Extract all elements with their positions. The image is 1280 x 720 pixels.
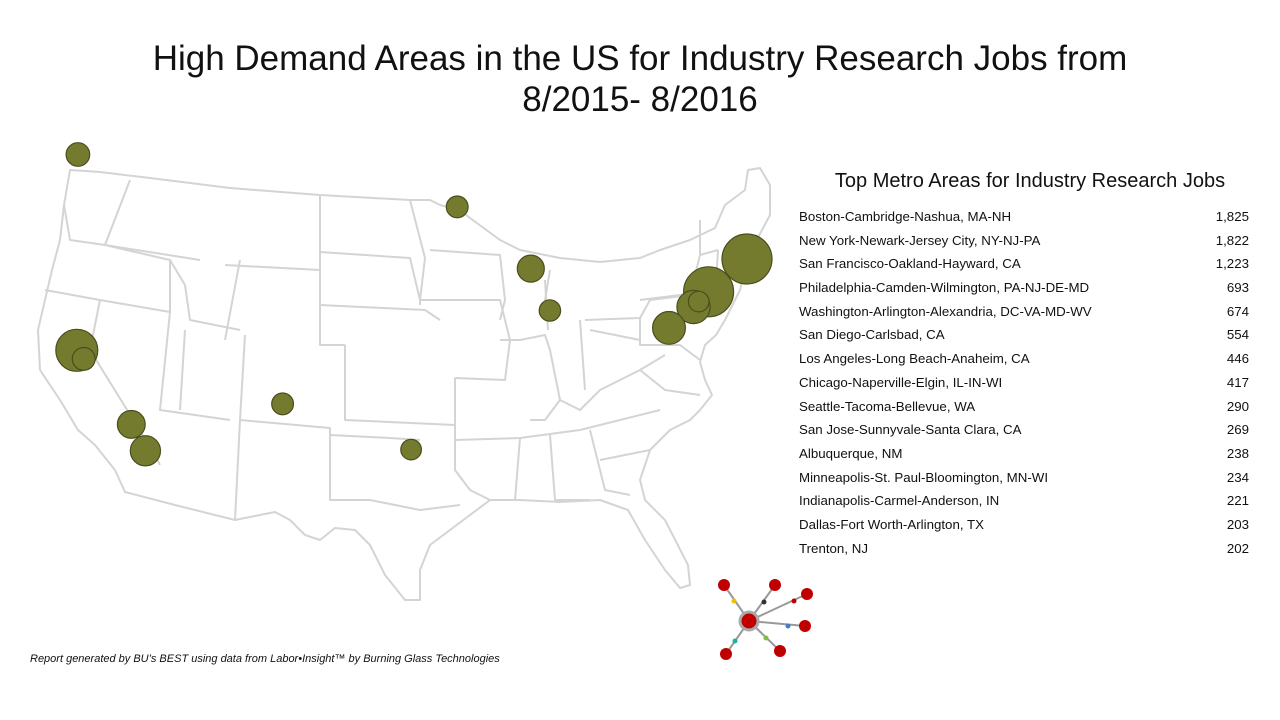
metro-name: Trenton, NJ — [799, 540, 868, 556]
title-line-2: 8/2015- 8/2016 — [522, 80, 758, 119]
metro-row: Trenton, NJ 202 — [799, 537, 1249, 561]
metro-jobs: 446 — [1226, 351, 1249, 367]
metro-jobs: 221 — [1226, 493, 1249, 509]
metro-name: Chicago-Naperville-Elgin, IL-IN-WI — [799, 374, 1003, 390]
metro-row: Indianapolis-Carmel-Anderson, IN 221 — [799, 489, 1249, 513]
metro-row: Washington-Arlington-Alexandria, DC-VA-M… — [799, 300, 1249, 324]
metro-jobs: 203 — [1226, 516, 1249, 532]
footer-credit: Report generated by BU’s BEST using data… — [30, 653, 500, 665]
state-boundaries — [37, 167, 771, 601]
metro-name: San Diego-Carlsbad, CA — [799, 327, 945, 343]
metro-row: Chicago-Naperville-Elgin, IL-IN-WI 417 — [799, 371, 1249, 395]
title-line-1: High Demand Areas in the US for Industry… — [152, 39, 1128, 78]
metro-bubble — [721, 233, 773, 285]
metro-name: Boston-Cambridge-Nashua, MA-NH — [799, 209, 1012, 224]
metro-jobs: 202 — [1226, 540, 1249, 556]
metro-row: Los Angeles-Long Beach-Anaheim, CA 446 — [799, 347, 1249, 371]
metro-name: Dallas-Fort Worth-Arlington, TX — [799, 516, 984, 532]
metro-bubble — [116, 409, 146, 439]
metro-row: Seattle-Tacoma-Bellevue, WA 290 — [799, 395, 1249, 419]
metro-name: New York-Newark-Jersey City, NY-NJ-PA — [799, 232, 1041, 248]
metro-row: San Jose-Sunnyvale-Santa Clara, CA 269 — [799, 418, 1249, 442]
metro-name: San Francisco-Oakland-Hayward, CA — [799, 256, 1021, 272]
metro-jobs: 269 — [1226, 422, 1249, 438]
metro-row: New York-Newark-Jersey City, NY-NJ-PA 1,8… — [799, 229, 1249, 253]
metro-panel-title: Top Metro Areas for Industry Research Jo… — [834, 170, 1226, 192]
metro-jobs: 693 — [1226, 280, 1249, 296]
metro-name: San Jose-Sunnyvale-Santa Clara, CA — [799, 422, 1022, 438]
metro-row: Albuquerque, NM 238 — [799, 442, 1249, 466]
metro-jobs: 1,825 — [1215, 209, 1249, 224]
metro-bubble — [71, 346, 96, 371]
metro-bubble — [400, 438, 423, 461]
network-hub-logo — [718, 579, 813, 660]
metro-jobs: 238 — [1226, 445, 1249, 461]
metro-name: Minneapolis-St. Paul-Bloomington, MN-WI — [799, 469, 1049, 485]
metro-row: San Francisco-Oakland-Hayward, CA 1,223 — [799, 252, 1249, 276]
metro-bubble — [129, 435, 162, 467]
metro-bubble — [538, 299, 562, 322]
metro-bubble — [271, 392, 295, 416]
metro-name: Albuquerque, NM — [799, 445, 903, 461]
metro-list: Boston-Cambridge-Nashua, MA-NH 1,825 New Y… — [799, 205, 1249, 560]
metro-jobs: 554 — [1226, 327, 1249, 343]
metro-name: Los Angeles-Long Beach-Anaheim, CA — [799, 351, 1030, 367]
metro-name: Washington-Arlington-Alexandria, DC-VA-M… — [799, 303, 1092, 319]
metro-row: Minneapolis-St. Paul-Bloomington, MN-WI 2… — [799, 466, 1249, 490]
metro-jobs: 234 — [1226, 469, 1249, 485]
metro-bubble — [651, 310, 686, 345]
metro-jobs: 290 — [1226, 398, 1249, 414]
metro-bubble — [687, 290, 710, 313]
metro-bubble — [445, 195, 469, 219]
metro-jobs: 674 — [1226, 303, 1249, 319]
metro-name: Seattle-Tacoma-Bellevue, WA — [799, 398, 976, 414]
metro-bubble — [516, 254, 545, 283]
metro-bubble — [65, 142, 91, 167]
metro-row: Dallas-Fort Worth-Arlington, TX 203 — [799, 513, 1249, 537]
metro-jobs: 1,822 — [1215, 232, 1249, 248]
metro-name: Philadelphia-Camden-Wilmington, PA-NJ-DE… — [799, 280, 1090, 296]
metro-row: San Diego-Carlsbad, CA 554 — [799, 323, 1249, 347]
page-title: High Demand Areas in the US for Industry… — [40, 38, 1240, 120]
metro-row: Boston-Cambridge-Nashua, MA-NH 1,825 — [799, 205, 1249, 229]
metro-row: Philadelphia-Camden-Wilmington, PA-NJ-DE… — [799, 276, 1249, 300]
metro-bubbles — [55, 142, 773, 467]
metro-jobs: 417 — [1226, 374, 1249, 390]
metro-jobs: 1,223 — [1215, 256, 1249, 272]
metro-name: Indianapolis-Carmel-Anderson, IN — [799, 493, 1000, 509]
